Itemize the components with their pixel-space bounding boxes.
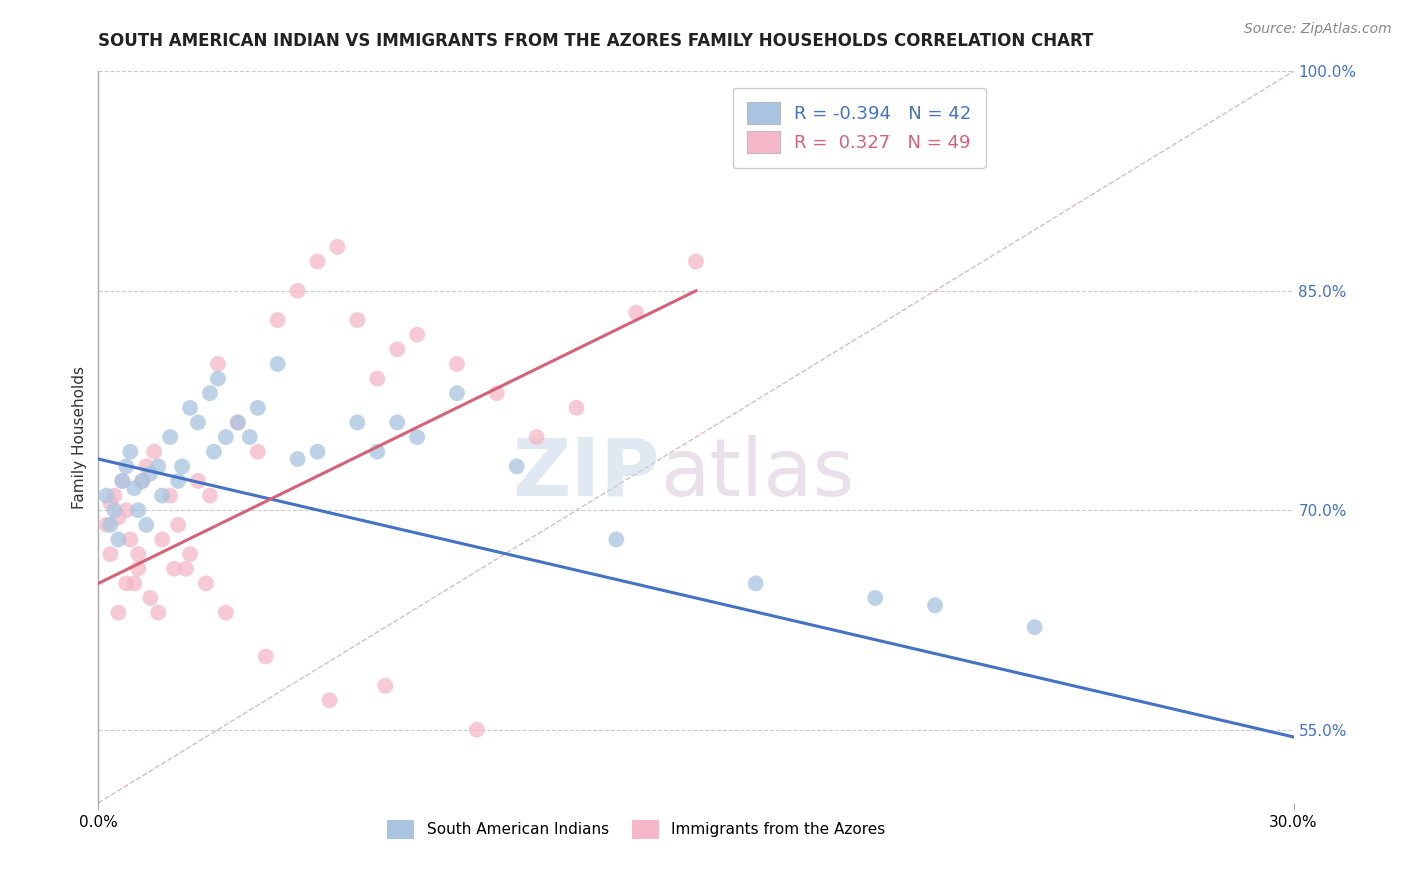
Point <box>446 386 468 401</box>
Point <box>115 503 138 517</box>
Point <box>287 284 309 298</box>
Point <box>287 452 309 467</box>
Point <box>215 606 238 620</box>
Point <box>226 416 249 430</box>
Point <box>226 416 249 430</box>
Point <box>198 489 221 503</box>
Point <box>406 327 429 342</box>
Point <box>107 606 129 620</box>
Point <box>374 679 396 693</box>
Point <box>254 649 277 664</box>
Point <box>346 416 368 430</box>
Point <box>246 444 269 458</box>
Point <box>167 474 190 488</box>
Point <box>124 481 146 495</box>
Point <box>107 510 129 524</box>
Text: atlas: atlas <box>661 434 855 513</box>
Point <box>148 606 170 620</box>
Point <box>246 401 269 415</box>
Point <box>485 386 508 401</box>
Point <box>131 474 153 488</box>
Point <box>96 517 118 532</box>
Point <box>127 503 149 517</box>
Y-axis label: Family Households: Family Households <box>72 366 87 508</box>
Point <box>202 444 225 458</box>
Point <box>187 416 209 430</box>
Point <box>127 547 149 561</box>
Point <box>215 430 238 444</box>
Point <box>167 517 190 532</box>
Legend: South American Indians, Immigrants from the Azores: South American Indians, Immigrants from … <box>380 813 893 847</box>
Point <box>120 533 142 547</box>
Point <box>150 489 173 503</box>
Point <box>135 459 157 474</box>
Point <box>98 496 122 510</box>
Point <box>207 357 229 371</box>
Point <box>526 430 548 444</box>
Point <box>307 254 329 268</box>
Point <box>98 547 122 561</box>
Point <box>148 459 170 474</box>
Point <box>115 576 138 591</box>
Point <box>626 306 648 320</box>
Point <box>179 547 201 561</box>
Point <box>239 430 262 444</box>
Point <box>135 517 157 532</box>
Point <box>139 467 162 481</box>
Point <box>159 489 181 503</box>
Point <box>385 416 409 430</box>
Point <box>465 723 488 737</box>
Point <box>96 489 118 503</box>
Point <box>195 576 218 591</box>
Point <box>267 357 290 371</box>
Point <box>187 474 209 488</box>
Point <box>103 503 125 517</box>
Point <box>446 357 468 371</box>
Point <box>143 444 166 458</box>
Point <box>385 343 409 357</box>
Text: Source: ZipAtlas.com: Source: ZipAtlas.com <box>1244 22 1392 37</box>
Point <box>179 401 201 415</box>
Point <box>172 459 194 474</box>
Point <box>326 240 349 254</box>
Point <box>150 533 173 547</box>
Point <box>163 562 186 576</box>
Point <box>120 444 142 458</box>
Text: ZIP: ZIP <box>513 434 661 513</box>
Point <box>685 254 707 268</box>
Point <box>346 313 368 327</box>
Point <box>124 576 146 591</box>
Point <box>107 533 129 547</box>
Point <box>865 591 887 605</box>
Point <box>127 562 149 576</box>
Point <box>139 591 162 605</box>
Point <box>115 459 138 474</box>
Point <box>745 576 768 591</box>
Point <box>103 489 125 503</box>
Point <box>924 599 946 613</box>
Point <box>366 444 388 458</box>
Point <box>98 517 122 532</box>
Point <box>565 401 588 415</box>
Point <box>318 693 340 707</box>
Point <box>111 474 134 488</box>
Point <box>307 444 329 458</box>
Text: SOUTH AMERICAN INDIAN VS IMMIGRANTS FROM THE AZORES FAMILY HOUSEHOLDS CORRELATIO: SOUTH AMERICAN INDIAN VS IMMIGRANTS FROM… <box>98 32 1094 50</box>
Point <box>131 474 153 488</box>
Point <box>406 430 429 444</box>
Point <box>198 386 221 401</box>
Point <box>111 474 134 488</box>
Point <box>174 562 197 576</box>
Point <box>1123 839 1146 854</box>
Point <box>605 533 627 547</box>
Point <box>159 430 181 444</box>
Point <box>506 459 529 474</box>
Point <box>1024 620 1046 634</box>
Point <box>1223 891 1246 892</box>
Point <box>207 371 229 385</box>
Point <box>366 371 388 385</box>
Point <box>267 313 290 327</box>
